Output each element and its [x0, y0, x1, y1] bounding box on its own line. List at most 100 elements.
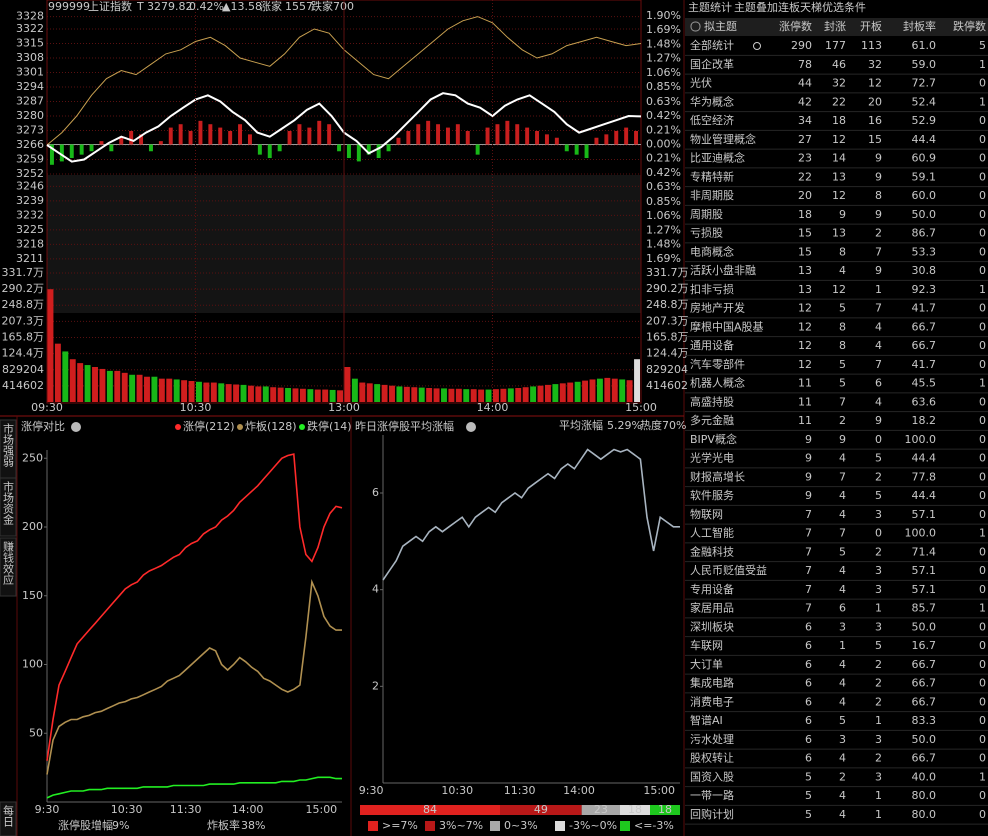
table-tab[interactable]: 主题叠加	[734, 1, 778, 14]
theme-name[interactable]: 集成电路	[690, 676, 734, 690]
table-cell: 12	[798, 302, 812, 315]
breadth-bar	[574, 144, 579, 155]
side-tab-label[interactable]: 每日	[2, 804, 15, 827]
table-tab[interactable]: 优选条件	[822, 0, 866, 14]
side-tab[interactable]	[0, 537, 17, 597]
theme-name[interactable]: 多元金融	[690, 413, 734, 427]
volume-bar	[322, 389, 329, 402]
table-cell: 13	[832, 227, 846, 240]
theme-name[interactable]: 电商概念	[690, 244, 734, 258]
theme-name[interactable]: 光学光电	[690, 451, 734, 465]
avg-label: 平均涨幅	[559, 419, 603, 432]
theme-name[interactable]: 国企改革	[690, 57, 734, 71]
y-tick-label: 3294	[16, 80, 44, 93]
theme-name[interactable]: 回购计划	[690, 807, 734, 821]
table-cell: 18	[798, 208, 812, 221]
theme-name[interactable]: 大订单	[690, 657, 723, 671]
table-tab[interactable]: 主题统计	[688, 1, 732, 14]
y2-tick-label: 0.42%	[646, 166, 681, 179]
y2-tick-label: 1.27%	[646, 52, 681, 65]
side-tab[interactable]	[0, 477, 17, 537]
theme-name[interactable]: 消费电子	[690, 694, 734, 708]
side-tab-label[interactable]: 市场资金	[2, 480, 15, 525]
theme-name[interactable]: 车联网	[690, 638, 723, 652]
theme-name[interactable]: 比亚迪概念	[690, 151, 745, 165]
theme-name[interactable]: 股权转让	[690, 751, 734, 765]
theme-name[interactable]: 机器人概念	[690, 376, 745, 390]
theme-name[interactable]: 污水处理	[690, 733, 734, 746]
theme-name[interactable]: 房地产开发	[690, 301, 745, 315]
table-cell: 0	[979, 433, 986, 446]
theme-name[interactable]: BIPV概念	[690, 432, 737, 446]
theme-name[interactable]: 摩根中国A股基	[690, 319, 764, 333]
theme-name[interactable]: 活跃小盘非融	[690, 263, 756, 277]
info-icon[interactable]	[466, 422, 476, 432]
table-cell: 5	[839, 358, 846, 371]
theme-name[interactable]: 物联网	[690, 507, 723, 521]
theme-name[interactable]: 专用设备	[690, 582, 734, 596]
side-tab-label[interactable]: 市场强弱	[2, 422, 15, 468]
theme-name[interactable]: 国资入股	[690, 770, 734, 783]
theme-name[interactable]: 家居用品	[690, 601, 734, 615]
table-cell: 3	[839, 733, 846, 746]
theme-name[interactable]: 亏损股	[690, 226, 723, 240]
table-cell: 66.7	[912, 752, 937, 765]
table-cell: 4	[839, 658, 846, 671]
theme-name[interactable]: 非周期股	[690, 189, 734, 202]
theme-name[interactable]: 扣非亏损	[690, 282, 734, 296]
theme-name[interactable]: 全部统计	[690, 38, 734, 52]
volume-bar	[530, 386, 537, 402]
volume-bar	[99, 368, 106, 402]
table-cell: 11	[798, 414, 812, 427]
theme-name[interactable]: 周期股	[690, 208, 723, 221]
volume-bar	[262, 386, 269, 402]
theme-name[interactable]: 人民币贬值受益	[690, 563, 767, 577]
breadth-bar	[465, 130, 470, 145]
column-header[interactable]: 封板率	[903, 19, 936, 33]
side-tab[interactable]	[0, 801, 17, 836]
y-tick-label: 3218	[16, 237, 44, 250]
y-tick-label: 3280	[16, 109, 44, 122]
theme-name[interactable]: 软件服务	[690, 488, 734, 502]
column-header[interactable]: 涨停数	[779, 19, 812, 33]
column-header[interactable]: 开板	[860, 19, 882, 33]
theme-name[interactable]: 深圳板块	[690, 619, 734, 633]
theme-name[interactable]: 人工智能	[690, 526, 734, 540]
theme-name[interactable]: 物业管理概念	[690, 132, 756, 146]
column-header[interactable]: 拟主题	[704, 19, 737, 33]
volume-tick-label: 207.3万	[646, 314, 689, 327]
theme-name[interactable]: 一带一路	[690, 789, 734, 802]
breadth-bar	[386, 144, 391, 152]
theme-name[interactable]: 通用设备	[690, 338, 734, 352]
volume-bar	[344, 366, 351, 402]
theme-name[interactable]: 光伏	[690, 76, 712, 90]
breadth-bar	[525, 127, 530, 145]
theme-name[interactable]: 智谱AI	[690, 713, 723, 727]
y-tick-label: 50	[29, 726, 43, 739]
theme-name[interactable]: 汽车零部件	[690, 357, 745, 371]
legend-label: >=7%	[382, 819, 418, 832]
breadth-bar	[89, 144, 94, 152]
legend-label: 3%~7%	[439, 819, 483, 832]
table-cell: 22	[832, 95, 846, 108]
theme-name[interactable]: 低空经济	[690, 113, 734, 127]
theme-name[interactable]: 华为概念	[690, 94, 734, 108]
theme-name[interactable]: 高盛持股	[690, 394, 734, 408]
down-label: 跌家	[311, 0, 333, 13]
volume-bar	[62, 351, 69, 402]
column-header[interactable]: 跌停数	[953, 19, 986, 33]
table-cell: 2	[839, 414, 846, 427]
breadth-bar	[376, 144, 381, 159]
table-tab[interactable]: 连板天梯	[778, 0, 822, 14]
theme-name[interactable]: 专精特新	[690, 169, 734, 183]
info-icon[interactable]	[71, 422, 81, 432]
breadth-bar	[99, 141, 104, 145]
column-header[interactable]: 封涨	[824, 19, 846, 33]
legend-label: 0~3%	[504, 819, 538, 832]
table-cell: 4	[839, 789, 846, 802]
volume-bar	[552, 384, 559, 402]
side-tab-label[interactable]: 赚钱效应	[2, 540, 15, 586]
theme-name[interactable]: 金融科技	[690, 544, 734, 558]
theme-name[interactable]: 财报高增长	[690, 469, 745, 483]
